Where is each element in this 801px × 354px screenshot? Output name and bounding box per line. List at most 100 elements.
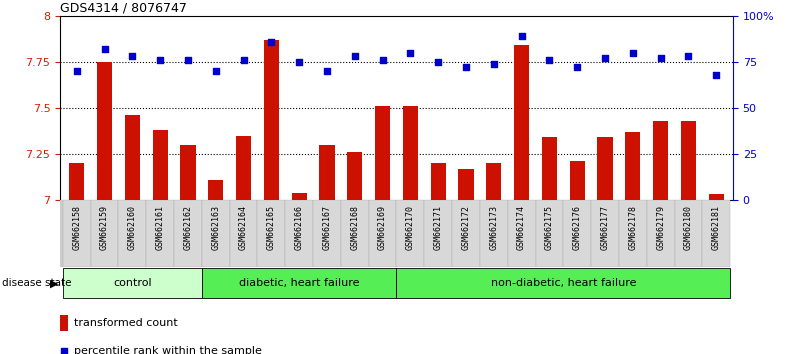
Bar: [97, 62, 112, 200]
Bar: [125, 115, 140, 200]
Point: [682, 53, 694, 59]
Text: control: control: [113, 278, 151, 288]
Point: [710, 72, 723, 78]
Bar: [674, 200, 702, 267]
Bar: [313, 200, 341, 267]
Bar: [292, 193, 307, 200]
Bar: [230, 200, 257, 267]
Text: percentile rank within the sample: percentile rank within the sample: [74, 346, 261, 354]
Point: [320, 68, 333, 74]
Point: [70, 68, 83, 74]
Bar: [431, 163, 446, 200]
Bar: [62, 268, 202, 298]
Text: transformed count: transformed count: [74, 318, 177, 328]
Bar: [62, 200, 91, 267]
Bar: [619, 200, 646, 267]
Bar: [646, 200, 674, 267]
Bar: [147, 200, 174, 267]
Text: GSM662159: GSM662159: [100, 205, 109, 250]
Bar: [425, 200, 452, 267]
Bar: [591, 200, 619, 267]
Text: GSM662162: GSM662162: [183, 205, 192, 250]
Point: [543, 57, 556, 63]
Bar: [480, 200, 508, 267]
Bar: [452, 200, 480, 267]
Bar: [320, 145, 335, 200]
Bar: [396, 268, 731, 298]
Point: [515, 33, 528, 39]
Text: GSM662169: GSM662169: [378, 205, 387, 250]
Bar: [403, 106, 418, 200]
Text: GSM662161: GSM662161: [155, 205, 165, 250]
Text: disease state: disease state: [2, 278, 72, 288]
Bar: [570, 161, 585, 200]
Text: non-diabetic, heart failure: non-diabetic, heart failure: [490, 278, 636, 288]
Point: [427, 227, 440, 233]
Bar: [563, 200, 591, 267]
Bar: [174, 200, 202, 267]
Bar: [208, 180, 223, 200]
Point: [432, 59, 445, 65]
Text: GSM662163: GSM662163: [211, 205, 220, 250]
Text: GSM662167: GSM662167: [323, 205, 332, 250]
Text: GSM662168: GSM662168: [350, 205, 360, 250]
Point: [487, 61, 500, 67]
Bar: [285, 200, 313, 267]
Text: GSM662172: GSM662172: [461, 205, 470, 250]
Text: GSM662165: GSM662165: [267, 205, 276, 250]
Bar: [508, 200, 536, 267]
Text: diabetic, heart failure: diabetic, heart failure: [239, 278, 360, 288]
Point: [460, 65, 473, 70]
Text: GSM662160: GSM662160: [128, 205, 137, 250]
Bar: [653, 121, 668, 200]
Bar: [60, 315, 68, 331]
Text: GSM662178: GSM662178: [628, 205, 638, 250]
Text: GSM662175: GSM662175: [545, 205, 554, 250]
Bar: [69, 163, 84, 200]
Bar: [625, 132, 641, 200]
Bar: [236, 136, 252, 200]
Point: [626, 50, 639, 56]
Bar: [681, 121, 696, 200]
Bar: [347, 152, 362, 200]
Point: [237, 57, 250, 63]
Bar: [91, 200, 119, 267]
Bar: [202, 268, 396, 298]
Bar: [264, 40, 279, 200]
Point: [348, 53, 361, 59]
Point: [654, 56, 667, 61]
Bar: [202, 200, 230, 267]
Bar: [486, 163, 501, 200]
Point: [265, 39, 278, 45]
Bar: [375, 106, 390, 200]
Bar: [368, 200, 396, 267]
Point: [209, 68, 222, 74]
Text: GSM662170: GSM662170: [406, 205, 415, 250]
Bar: [709, 194, 724, 200]
Bar: [458, 169, 473, 200]
Point: [154, 57, 167, 63]
Bar: [396, 200, 425, 267]
Bar: [702, 200, 731, 267]
Point: [293, 59, 306, 65]
Bar: [514, 45, 529, 200]
Text: GDS4314 / 8076747: GDS4314 / 8076747: [60, 2, 187, 15]
Bar: [536, 200, 563, 267]
Text: GSM662173: GSM662173: [489, 205, 498, 250]
Point: [126, 53, 139, 59]
Text: GSM662171: GSM662171: [433, 205, 443, 250]
Text: GSM662158: GSM662158: [72, 205, 81, 250]
Bar: [341, 200, 368, 267]
Point: [376, 57, 389, 63]
Bar: [541, 137, 557, 200]
Point: [99, 46, 111, 52]
Text: ▶: ▶: [50, 278, 59, 288]
Text: GSM662179: GSM662179: [656, 205, 665, 250]
Bar: [598, 137, 613, 200]
Bar: [119, 200, 147, 267]
Text: GSM662164: GSM662164: [239, 205, 248, 250]
Point: [598, 56, 611, 61]
Point: [404, 50, 417, 56]
Text: GSM662180: GSM662180: [684, 205, 693, 250]
Bar: [152, 130, 168, 200]
